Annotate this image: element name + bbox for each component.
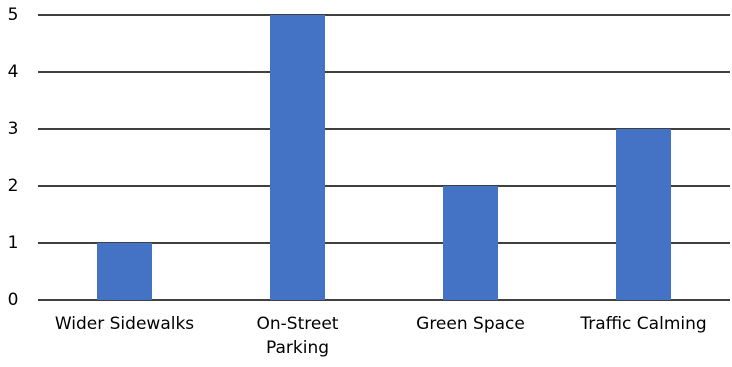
y-tick-label: 5	[8, 5, 19, 25]
x-category-label: Wider Sidewalks	[55, 314, 194, 334]
y-tick-label: 2	[8, 176, 19, 196]
y-axis-tick-labels: 0 1 2 3 4 5	[8, 5, 19, 310]
x-category-label: Traffic Calming	[579, 314, 706, 334]
x-category-label: On-Street Parking	[257, 314, 339, 358]
y-tick-label: 3	[8, 119, 19, 139]
y-tick-label: 1	[8, 233, 19, 253]
y-tick-label: 0	[8, 290, 19, 310]
bar-green-space	[443, 186, 498, 300]
bar-on-street-parking	[270, 15, 325, 300]
gridlines	[38, 14, 730, 301]
bar-traffic-calming	[616, 129, 671, 300]
x-axis-category-labels: Wider Sidewalks On-Street Parking Green Spa…	[55, 314, 707, 358]
x-category-label: Green Space	[416, 314, 525, 334]
bars	[97, 15, 671, 300]
y-tick-label: 4	[8, 62, 19, 82]
bar-wider-sidewalks	[97, 243, 152, 300]
